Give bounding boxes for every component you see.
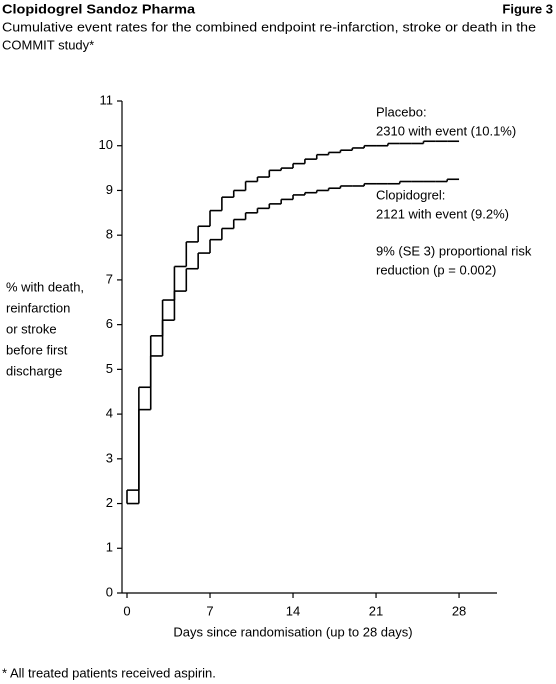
y-tick-label: 3 xyxy=(106,450,113,465)
x-tick-label: 28 xyxy=(452,603,466,618)
subtitle: Cumulative event rates for the combined … xyxy=(2,19,536,34)
y-tick-label: 0 xyxy=(106,584,113,599)
x-axis-label: Days since randomisation (up to 28 days) xyxy=(173,624,412,639)
annotation: Clopidogrel: xyxy=(376,187,445,202)
y-tick-label: 1 xyxy=(106,540,113,555)
annotation: 9% (SE 3) proportional risk xyxy=(376,243,532,258)
y-tick-label: 5 xyxy=(106,361,113,376)
annotation: 2310 with event (10.1%) xyxy=(376,123,516,138)
y-tick-label: 4 xyxy=(106,406,113,421)
y-tick-label: 8 xyxy=(106,227,113,242)
annotation: Placebo: xyxy=(376,104,427,119)
x-tick-label: 7 xyxy=(206,603,213,618)
subtitle: COMMIT study* xyxy=(2,37,94,52)
y-tick-label: 9 xyxy=(106,182,113,197)
company: Clopidogrel Sandoz Pharma xyxy=(2,1,196,16)
annotation: 2121 with event (9.2%) xyxy=(376,206,509,221)
footnote: * All treated patients received aspirin. xyxy=(2,665,216,680)
y-tick-label: 10 xyxy=(99,137,113,152)
y-tick-label: 7 xyxy=(106,271,113,286)
y-tick-label: 11 xyxy=(100,92,114,107)
y-axis-label: % with death, xyxy=(6,279,84,294)
x-tick-label: 0 xyxy=(123,603,130,618)
x-tick-label: 21 xyxy=(369,603,383,618)
y-axis-label: discharge xyxy=(6,363,62,378)
figure-label: Figure 3 xyxy=(502,1,553,16)
y-axis-label: or stroke xyxy=(6,321,57,336)
y-axis-label: reinfarction xyxy=(6,300,70,315)
y-tick-label: 2 xyxy=(106,495,113,510)
y-axis-label: before first xyxy=(6,342,68,357)
x-tick-label: 14 xyxy=(286,603,300,618)
y-tick-label: 6 xyxy=(106,316,113,331)
annotation: reduction (p = 0.002) xyxy=(376,262,496,277)
